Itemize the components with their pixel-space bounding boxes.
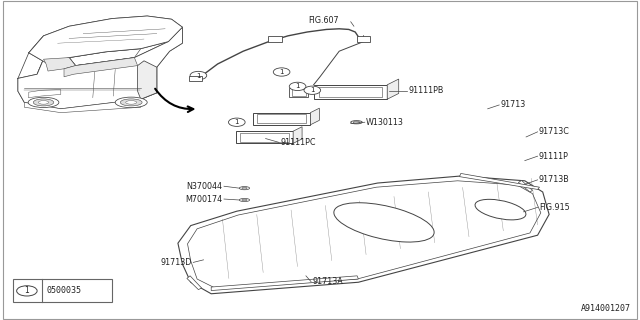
Bar — [236, 131, 293, 143]
Bar — [13, 279, 112, 302]
Text: 1: 1 — [279, 69, 284, 75]
Text: 91111PB: 91111PB — [408, 86, 444, 95]
Text: 1: 1 — [234, 119, 239, 125]
Ellipse shape — [115, 97, 147, 108]
Polygon shape — [387, 79, 399, 99]
Bar — [292, 89, 306, 96]
Bar — [289, 88, 308, 97]
Text: FIG.915: FIG.915 — [539, 203, 570, 212]
Text: 91111P: 91111P — [539, 152, 569, 161]
Circle shape — [304, 86, 321, 94]
Bar — [253, 113, 310, 125]
Circle shape — [228, 118, 245, 126]
Ellipse shape — [239, 187, 250, 190]
Text: 91713B: 91713B — [539, 175, 570, 184]
Ellipse shape — [334, 203, 434, 242]
Polygon shape — [178, 176, 549, 294]
Ellipse shape — [28, 97, 59, 108]
Text: 1: 1 — [24, 286, 29, 295]
Text: FIG.607: FIG.607 — [308, 16, 339, 25]
Bar — [357, 36, 370, 42]
Text: 91713C: 91713C — [539, 127, 570, 136]
Bar — [257, 114, 306, 123]
Polygon shape — [187, 276, 202, 290]
Ellipse shape — [125, 100, 137, 104]
Bar — [189, 76, 202, 81]
Ellipse shape — [242, 199, 247, 201]
Bar — [268, 36, 282, 42]
Text: M700174: M700174 — [186, 195, 223, 204]
Text: 91713A: 91713A — [312, 277, 343, 286]
Text: N370044: N370044 — [187, 182, 223, 191]
Ellipse shape — [33, 99, 54, 106]
Polygon shape — [138, 61, 157, 99]
Text: W130113: W130113 — [366, 118, 404, 127]
Polygon shape — [24, 99, 141, 113]
Ellipse shape — [242, 187, 247, 189]
Polygon shape — [310, 108, 319, 125]
Ellipse shape — [38, 100, 49, 104]
Bar — [240, 133, 289, 142]
Text: 1: 1 — [196, 73, 201, 78]
Ellipse shape — [353, 121, 360, 123]
Text: 1: 1 — [295, 84, 300, 89]
Circle shape — [273, 68, 290, 76]
Text: 1: 1 — [310, 87, 315, 93]
Bar — [319, 87, 382, 97]
Text: 91111PC: 91111PC — [280, 138, 316, 147]
Polygon shape — [64, 58, 138, 77]
Text: A914001207: A914001207 — [580, 304, 630, 313]
Polygon shape — [29, 16, 182, 64]
Polygon shape — [18, 27, 182, 109]
Circle shape — [190, 71, 207, 80]
Polygon shape — [460, 173, 540, 189]
Ellipse shape — [351, 121, 362, 124]
Ellipse shape — [239, 198, 250, 202]
Text: 0500035: 0500035 — [47, 286, 82, 295]
Bar — [314, 85, 387, 99]
Polygon shape — [211, 276, 358, 291]
Circle shape — [289, 82, 306, 91]
Polygon shape — [44, 58, 76, 71]
Text: 91713D: 91713D — [161, 258, 192, 267]
Polygon shape — [518, 180, 532, 192]
Ellipse shape — [120, 99, 142, 106]
Ellipse shape — [475, 199, 526, 220]
Polygon shape — [293, 127, 302, 143]
Text: 91713: 91713 — [500, 100, 525, 109]
